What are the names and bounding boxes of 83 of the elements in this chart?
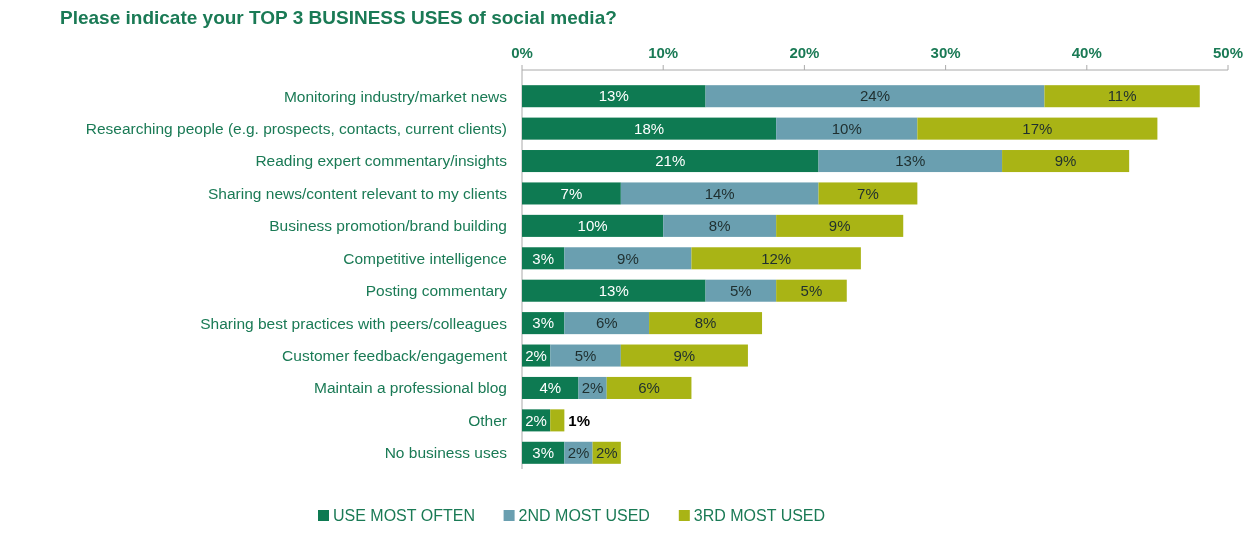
bar <box>522 85 706 108</box>
x-tick-label: 40% <box>1071 44 1102 61</box>
bar <box>550 344 621 367</box>
bar <box>705 279 777 302</box>
data-label: 10% <box>831 119 862 137</box>
bar <box>522 182 621 205</box>
y-tick-label: Sharing best practices with peers/colleagues <box>200 314 508 332</box>
bar <box>564 247 692 270</box>
bar <box>776 214 904 237</box>
x-tick-label: 10% <box>648 44 679 61</box>
data-label: 3% <box>532 314 555 332</box>
data-label: 10% <box>577 217 608 235</box>
bar <box>522 214 664 237</box>
data-label: 5% <box>800 281 823 299</box>
bar <box>1002 150 1130 173</box>
y-tick-label: No business uses <box>384 444 508 462</box>
data-label: 13% <box>598 281 629 299</box>
y-tick-label: Reading expert commentary/insights <box>255 152 508 170</box>
data-label: 8% <box>708 217 731 235</box>
data-label: 3% <box>532 249 555 267</box>
x-tick-label: 30% <box>930 44 961 61</box>
data-label: 24% <box>859 87 891 105</box>
data-label: 2% <box>567 444 590 462</box>
x-tick-label: 20% <box>789 44 820 61</box>
y-tick-label: Sharing news/content relevant to my clients <box>208 184 508 202</box>
y-tick-label: Posting commentary <box>365 282 508 300</box>
bar <box>649 312 763 335</box>
text: Please indicate your TOP 3 BUSINESS USES of social media? <box>60 7 617 28</box>
data-label: 9% <box>1054 152 1077 170</box>
bar <box>550 409 565 432</box>
bar <box>663 214 777 237</box>
data-label: 9% <box>617 249 639 267</box>
bar <box>1044 85 1200 108</box>
x-tick-label: 50% <box>1212 44 1244 61</box>
bar <box>620 344 748 367</box>
data-label: 2% <box>581 379 604 397</box>
bar <box>606 376 692 399</box>
bar <box>564 312 650 335</box>
bar <box>776 279 847 302</box>
y-tick-label: Other <box>468 411 507 429</box>
data-label: 11% <box>1107 87 1137 105</box>
data-label: 7% <box>857 184 879 202</box>
y-tick-label: Competitive intelligence <box>343 249 507 267</box>
data-label: 5% <box>574 346 597 364</box>
bar <box>818 150 1003 173</box>
data-label: 3% <box>532 444 555 462</box>
data-label: 2% <box>525 346 547 364</box>
bar <box>522 117 777 140</box>
data-label: 4% <box>539 379 562 397</box>
data-label: 12% <box>761 249 792 267</box>
legend-label: 2ND MOST USED <box>518 506 650 524</box>
y-tick-label: Customer feedback/engagement <box>282 346 508 364</box>
bar <box>691 247 861 270</box>
data-label: 21% <box>655 152 686 170</box>
bar <box>917 117 1158 140</box>
y-tick-label: Maintain a professional blog <box>313 379 507 397</box>
bar <box>522 279 706 302</box>
legend-label: USE MOST OFTEN <box>333 506 475 524</box>
y-tick-label: Researching people (e.g. prospects, contacts, current clients) <box>85 120 507 138</box>
data-label: 7% <box>560 184 583 202</box>
data-label: 13% <box>895 152 926 170</box>
data-label: 14% <box>704 184 735 202</box>
x-tick-label: 0% <box>511 44 533 61</box>
data-label: 5% <box>730 281 752 299</box>
y-tick-label: Business promotion/brand building <box>269 217 507 235</box>
bar <box>522 150 819 173</box>
bar <box>705 85 1045 108</box>
bar <box>776 117 918 140</box>
data-label: 8% <box>694 314 717 332</box>
data-label: 1% <box>568 411 591 429</box>
bar <box>818 182 918 205</box>
data-label: 9% <box>828 217 851 235</box>
y-tick-label: Monitoring industry/market news <box>283 87 508 105</box>
legend-label: 3RD MOST USED <box>693 506 826 524</box>
data-label: 2% <box>595 444 618 462</box>
data-label: 13% <box>598 87 629 105</box>
data-label: 9% <box>673 346 696 364</box>
data-label: 2% <box>525 411 547 429</box>
data-label: 6% <box>638 379 660 397</box>
data-label: 6% <box>595 314 618 332</box>
data-label: 17% <box>1022 119 1053 137</box>
bar <box>620 182 819 205</box>
data-label: 18% <box>634 119 665 137</box>
